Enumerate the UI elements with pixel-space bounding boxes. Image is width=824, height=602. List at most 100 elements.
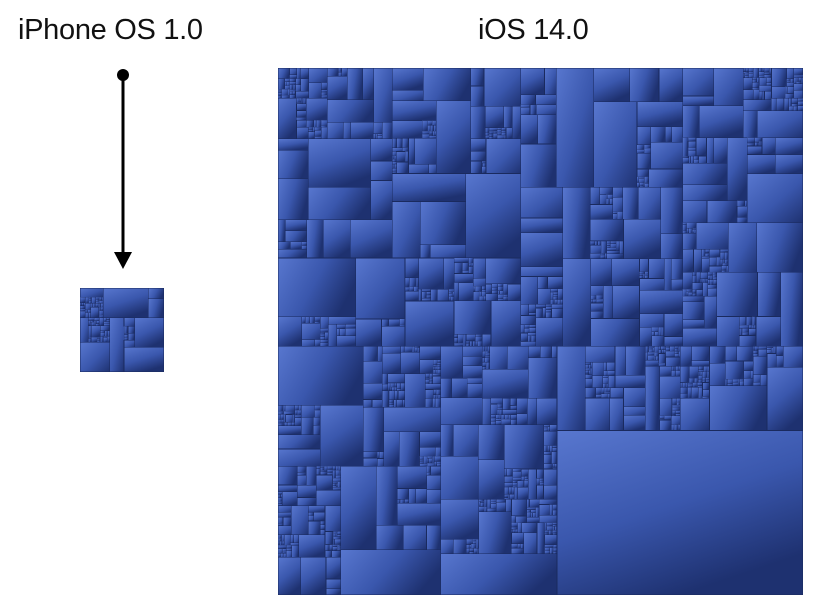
- treemap-tile: [782, 345, 803, 368]
- treemap-tile: [462, 345, 483, 357]
- treemap-tile: [127, 325, 135, 334]
- treemap-tile: [470, 68, 485, 87]
- treemap-tile: [748, 328, 757, 336]
- treemap-tile: [648, 347, 653, 350]
- treemap-tile: [771, 98, 777, 112]
- treemap-tile: [336, 324, 346, 330]
- treemap-tile: [663, 313, 684, 337]
- treemap-tile: [663, 258, 672, 291]
- treemap-tile: [606, 247, 617, 252]
- treemap-tile: [713, 137, 728, 164]
- treemap-tile: [316, 489, 342, 506]
- treemap-tile: [427, 456, 433, 459]
- treemap-tile: [326, 472, 333, 476]
- treemap-tile: [421, 120, 428, 132]
- treemap-tile: [392, 147, 403, 152]
- treemap-tile: [434, 461, 437, 467]
- treemap-tile: [688, 366, 699, 379]
- treemap-tile: [415, 488, 427, 504]
- treemap-tile: [527, 345, 541, 359]
- treemap-tile: [535, 94, 557, 105]
- treemap-tile: [466, 539, 472, 546]
- treemap-tile: [602, 285, 614, 319]
- treemap-tile: [754, 137, 763, 142]
- treemap-tile: [520, 332, 529, 342]
- treemap-tile: [545, 309, 552, 313]
- treemap-tile: [324, 332, 329, 341]
- treemap-tile: [584, 345, 616, 363]
- treemap-tile: [280, 419, 284, 424]
- treemap-tile: [727, 379, 733, 385]
- treemap-tile: [477, 340, 483, 347]
- treemap-tile: [682, 137, 689, 157]
- treemap-tile: [338, 466, 342, 471]
- treemap-tile: [335, 469, 340, 476]
- treemap-tile: [285, 414, 293, 423]
- treemap-tile: [319, 336, 326, 341]
- treemap-tile: [600, 255, 606, 259]
- treemap-tile: [403, 524, 427, 550]
- treemap-tile: [415, 277, 419, 287]
- treemap-tile: [702, 382, 710, 390]
- treemap-tile: [328, 324, 338, 347]
- treemap-tile: [724, 345, 738, 362]
- treemap-tile: [774, 137, 803, 156]
- treemap-tile: [636, 149, 645, 154]
- treemap-tile: [623, 414, 646, 431]
- treemap-tile: [543, 484, 558, 500]
- treemap-tile: [682, 224, 687, 231]
- treemap-tile: [472, 277, 487, 287]
- treemap-tile: [426, 291, 431, 296]
- treemap-tile: [603, 370, 608, 376]
- treemap-tile: [501, 132, 507, 136]
- treemap-tile: [502, 409, 518, 415]
- treemap-tile: [692, 229, 695, 234]
- treemap-tile: [739, 316, 747, 326]
- treemap-tile: [706, 371, 710, 378]
- treemap-tile: [682, 184, 728, 201]
- treemap-tile: [397, 390, 405, 401]
- treemap-tile: [543, 463, 553, 470]
- treemap-tile: [658, 349, 662, 354]
- treemap-tile: [423, 456, 428, 464]
- treemap-tile: [658, 363, 666, 367]
- treemap-tile: [584, 397, 611, 431]
- treemap-tile: [301, 316, 306, 324]
- treemap-tile: [526, 517, 540, 523]
- treemap-tile: [290, 542, 300, 546]
- treemap-tile: [593, 68, 631, 103]
- treemap-tile: [91, 336, 98, 343]
- treemap-tile: [757, 110, 803, 139]
- treemap-tile: [91, 321, 95, 326]
- treemap-tile: [643, 144, 651, 149]
- treemap-tile: [391, 89, 424, 101]
- treemap-tile: [294, 410, 298, 416]
- treemap-tile: [639, 313, 665, 328]
- treemap-tile: [283, 553, 287, 558]
- treemap-tile: [736, 345, 754, 362]
- treemap-tile: [400, 351, 421, 374]
- treemap-tile: [489, 136, 494, 139]
- treemap-tile: [682, 233, 697, 250]
- treemap-tile: [470, 160, 483, 174]
- treemap-tile: [376, 451, 380, 459]
- treemap-tile: [702, 282, 709, 297]
- treemap-tile: [552, 463, 555, 468]
- treemap-tile: [331, 550, 342, 558]
- treemap-tile: [701, 278, 705, 283]
- treemap-tile: [469, 340, 474, 347]
- treemap-tile: [289, 68, 298, 76]
- treemap-tile: [453, 334, 459, 339]
- treemap-tile: [466, 544, 470, 549]
- treemap-tile: [100, 330, 105, 333]
- treemap-tile: [280, 414, 284, 420]
- treemap-tile: [308, 68, 328, 83]
- treemap-tile: [496, 502, 507, 512]
- treemap-tile: [510, 414, 518, 420]
- treemap-tile: [487, 346, 490, 352]
- treemap-tile: [517, 543, 521, 549]
- treemap-tile: [544, 534, 558, 546]
- treemap-tile: [512, 105, 521, 140]
- treemap-tile: [287, 88, 290, 96]
- treemap-tile: [475, 285, 483, 292]
